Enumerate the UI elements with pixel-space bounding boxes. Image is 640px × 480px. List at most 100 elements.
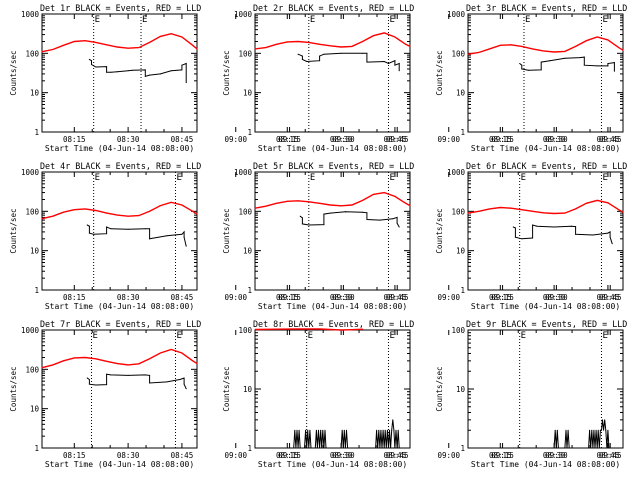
y-tick-label: 10	[30, 405, 40, 414]
chart-title: Det 1r BLACK = Events, RED = LLD	[40, 3, 201, 13]
data-point	[293, 447, 295, 449]
x-tick-label: 08:45	[597, 293, 620, 302]
data-point	[618, 209, 620, 211]
x-tick-label: 08:15	[63, 135, 86, 144]
flag-label: E	[95, 173, 100, 183]
data-point	[588, 447, 590, 449]
data-point	[301, 55, 303, 57]
data-point	[596, 199, 598, 201]
y-tick-label: 100	[451, 49, 465, 58]
data-point	[265, 47, 267, 49]
y-axis-label: Counts/sec	[435, 208, 444, 253]
data-point	[329, 328, 331, 330]
flag-label: E	[310, 173, 315, 183]
y-tick-label: 100	[25, 207, 39, 216]
data-point	[564, 50, 566, 52]
data-point	[185, 245, 187, 247]
flag-label: E	[602, 331, 607, 341]
data-point	[116, 214, 118, 216]
x-tick-label: 09:00	[224, 293, 247, 302]
data-point	[192, 210, 194, 212]
data-point	[602, 419, 604, 421]
flag-label: E	[521, 331, 526, 341]
x-tick-label: 08:45	[384, 451, 407, 460]
y-tick-label: 1	[247, 444, 252, 453]
data-point	[396, 216, 398, 218]
data-point	[340, 329, 342, 331]
data-point	[351, 329, 353, 331]
data-point	[309, 429, 311, 431]
data-point	[52, 364, 54, 366]
data-point	[295, 447, 297, 449]
y-tick-label: 1000	[447, 168, 466, 177]
data-point	[540, 61, 542, 63]
data-point	[95, 209, 97, 211]
data-point	[301, 58, 303, 60]
data-point	[170, 70, 172, 72]
plot-frame	[254, 329, 411, 449]
data-point	[589, 429, 591, 431]
data-point	[116, 71, 118, 73]
data-point	[127, 47, 129, 49]
data-point	[88, 225, 90, 227]
data-point	[385, 447, 387, 449]
data-point	[606, 447, 608, 449]
data-point	[380, 429, 382, 431]
data-point	[88, 379, 90, 381]
data-point	[106, 212, 108, 214]
data-point	[329, 45, 331, 47]
x-tick-label: 08:30	[543, 293, 566, 302]
x-tick-label: 09:30	[332, 293, 355, 302]
data-point	[549, 60, 551, 62]
data-point	[521, 238, 523, 240]
data-point	[110, 228, 112, 230]
data-point	[166, 381, 168, 383]
data-point	[592, 447, 594, 449]
x-tick-label: 09:00	[437, 293, 460, 302]
chart-title: Det 6r BLACK = Events, RED = LLD	[466, 161, 627, 171]
data-point	[341, 429, 343, 431]
flag-label: E	[176, 331, 181, 341]
data-point	[366, 52, 368, 54]
y-axis-label: Counts/sec	[222, 50, 231, 95]
data-point	[127, 70, 129, 72]
x-tick-label: 09:00	[437, 451, 460, 460]
data-point	[95, 41, 97, 43]
data-point	[378, 429, 380, 431]
x-tick-label: 08:30	[330, 451, 353, 460]
flag-label: E	[308, 331, 313, 341]
x-tick-label: 08:45	[384, 135, 407, 144]
data-point	[392, 218, 394, 220]
data-point	[301, 223, 303, 225]
data-point	[609, 236, 611, 238]
data-point	[297, 200, 299, 202]
data-point	[149, 41, 151, 43]
data-point	[366, 61, 368, 63]
data-point	[166, 235, 168, 237]
data-point	[276, 43, 278, 45]
data-point	[383, 60, 385, 62]
data-point	[308, 224, 310, 226]
x-tick-label: 09:30	[332, 451, 355, 460]
data-point	[110, 374, 112, 376]
data-point	[343, 429, 345, 431]
data-point	[396, 222, 398, 224]
data-point	[609, 231, 611, 233]
data-point	[362, 40, 364, 42]
data-point	[307, 429, 309, 431]
data-point	[394, 447, 396, 449]
y-tick-label: 100	[238, 207, 252, 216]
data-point	[613, 62, 615, 64]
data-point	[106, 373, 108, 375]
data-point	[131, 69, 133, 71]
data-point	[181, 36, 183, 38]
x-tick-label: 09:30	[545, 451, 568, 460]
data-point	[320, 429, 322, 431]
y-tick-label: 100	[238, 49, 252, 58]
plot-frame	[467, 171, 624, 291]
x-tick-label: 08:30	[543, 451, 566, 460]
data-point	[297, 40, 299, 42]
x-tick-label: 09:15	[278, 293, 301, 302]
flag-label: E	[389, 173, 394, 183]
